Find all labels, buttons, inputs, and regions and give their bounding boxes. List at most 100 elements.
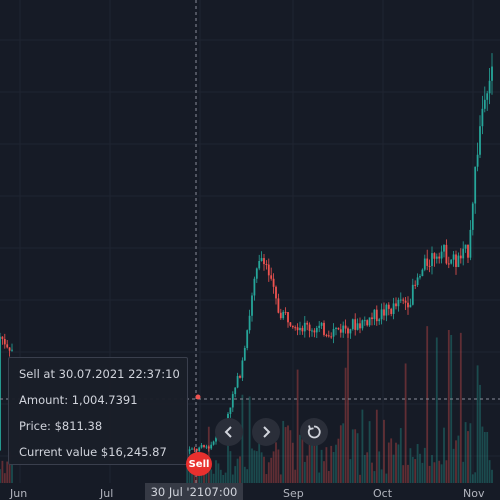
volume-bar-106 (253, 450, 256, 483)
candle-body-186 (445, 244, 448, 264)
x-tick-nov: Nov (463, 487, 485, 500)
volume-bar-176 (421, 462, 424, 483)
candle-body-153 (366, 320, 369, 326)
candle-body-193 (462, 248, 465, 259)
volume-bar-87 (207, 426, 210, 483)
volume-bar-141 (337, 438, 340, 483)
volume-bar-196 (469, 423, 472, 483)
candle-body-124 (296, 327, 299, 331)
candle-body-97 (231, 394, 234, 408)
volume-bar-103 (246, 469, 249, 483)
crosshair-time-label: 30 Jul '21 07:00 (145, 483, 243, 500)
volume-bar-160 (383, 419, 385, 483)
candle-body-156 (373, 309, 376, 320)
candle-body-182 (435, 256, 438, 259)
volume-bar-159 (380, 469, 383, 483)
candle-body-95 (227, 413, 229, 421)
volume-bar-133 (318, 472, 321, 483)
volume-bar-132 (315, 432, 318, 483)
candle-body-151 (361, 320, 364, 329)
candle-body-187 (447, 263, 450, 265)
candle-body-141 (337, 327, 340, 330)
volume-bar-110 (263, 456, 265, 483)
volume-bar-119 (284, 427, 287, 483)
volume-bar-192 (459, 332, 462, 483)
volume-bar-174 (416, 444, 419, 483)
volume-bar-151 (361, 409, 364, 483)
x-axis: Jun Jul Sep Oct Nov (0, 483, 500, 500)
volume-bar-139 (332, 451, 335, 483)
volume-bar-181 (433, 462, 436, 483)
candle-body-96 (229, 407, 232, 414)
candle-body-126 (301, 327, 304, 332)
candle-body-111 (265, 264, 268, 266)
candle-body-110 (263, 258, 265, 265)
candle-body-125 (299, 327, 301, 331)
volume-bar-95 (227, 413, 229, 483)
volume-bar-140 (335, 444, 337, 483)
candle-body-148 (354, 319, 357, 330)
volume-bar-199 (476, 365, 479, 483)
volume-bar-5 (11, 464, 13, 483)
candle-body-131 (313, 330, 316, 333)
volume-bar-165 (395, 442, 397, 483)
candle-body-2 (3, 338, 6, 345)
candle-body-204 (488, 80, 491, 94)
candle-body-87 (207, 446, 210, 449)
candle-body-0 (0, 336, 1, 451)
candle-body-98 (234, 387, 237, 395)
volume-bar-86 (205, 465, 208, 483)
candle-body-138 (330, 336, 333, 338)
sell-trade-badge[interactable]: Sell (186, 452, 212, 476)
volume-bar-158 (378, 451, 381, 483)
candle-body-118 (282, 311, 285, 319)
volume-bar-125 (299, 434, 301, 483)
volume-bar-200 (479, 384, 481, 483)
volume-bar-161 (385, 473, 388, 483)
candle-body-3 (6, 344, 9, 348)
candle-body-173 (414, 284, 417, 286)
candle-body-192 (459, 255, 462, 259)
volume-bar-153 (366, 452, 369, 483)
volume-bar-122 (291, 442, 294, 483)
scroll-right-button[interactable] (252, 418, 280, 446)
volume-bar-171 (409, 448, 412, 483)
scroll-left-button[interactable] (215, 418, 243, 446)
volume-bar-143 (342, 423, 345, 483)
candle-body-88 (210, 444, 213, 449)
candle-body-139 (332, 328, 335, 337)
volume-bar-156 (373, 471, 376, 483)
volume-bar-202 (483, 431, 486, 483)
chevron-left-icon (224, 426, 232, 438)
volume-bar-99 (236, 458, 239, 483)
reset-chart-button[interactable] (300, 418, 328, 446)
volume-bar-101 (241, 394, 244, 483)
candle-body-158 (378, 319, 381, 322)
candle-body-79 (188, 449, 191, 451)
candle-body-115 (275, 286, 277, 299)
candle-body-188 (450, 259, 453, 264)
candle-body-179 (428, 265, 431, 267)
candle-body-169 (404, 300, 407, 303)
candle-body-86 (205, 446, 208, 448)
candle-body-101 (241, 360, 244, 378)
volume-bar-83 (198, 471, 201, 483)
volume-bar-98 (234, 466, 237, 483)
candle-body-128 (306, 322, 309, 325)
volume-bar-147 (351, 429, 354, 483)
candle-body-134 (320, 322, 323, 326)
candle-body-89 (212, 441, 215, 445)
tooltip-current-value: Current value $16,245.87 (19, 445, 167, 459)
candle-body-168 (402, 299, 405, 301)
volume-bar-78 (186, 463, 189, 483)
candle-body-5 (11, 349, 13, 351)
volume-bar-154 (368, 421, 371, 483)
candle-body-142 (339, 329, 342, 333)
volume-bar-138 (330, 445, 333, 483)
candle-body-116 (277, 298, 280, 313)
volume-bar-117 (279, 474, 282, 483)
volume-bar-179 (428, 465, 431, 483)
volume-bar-127 (303, 461, 306, 483)
